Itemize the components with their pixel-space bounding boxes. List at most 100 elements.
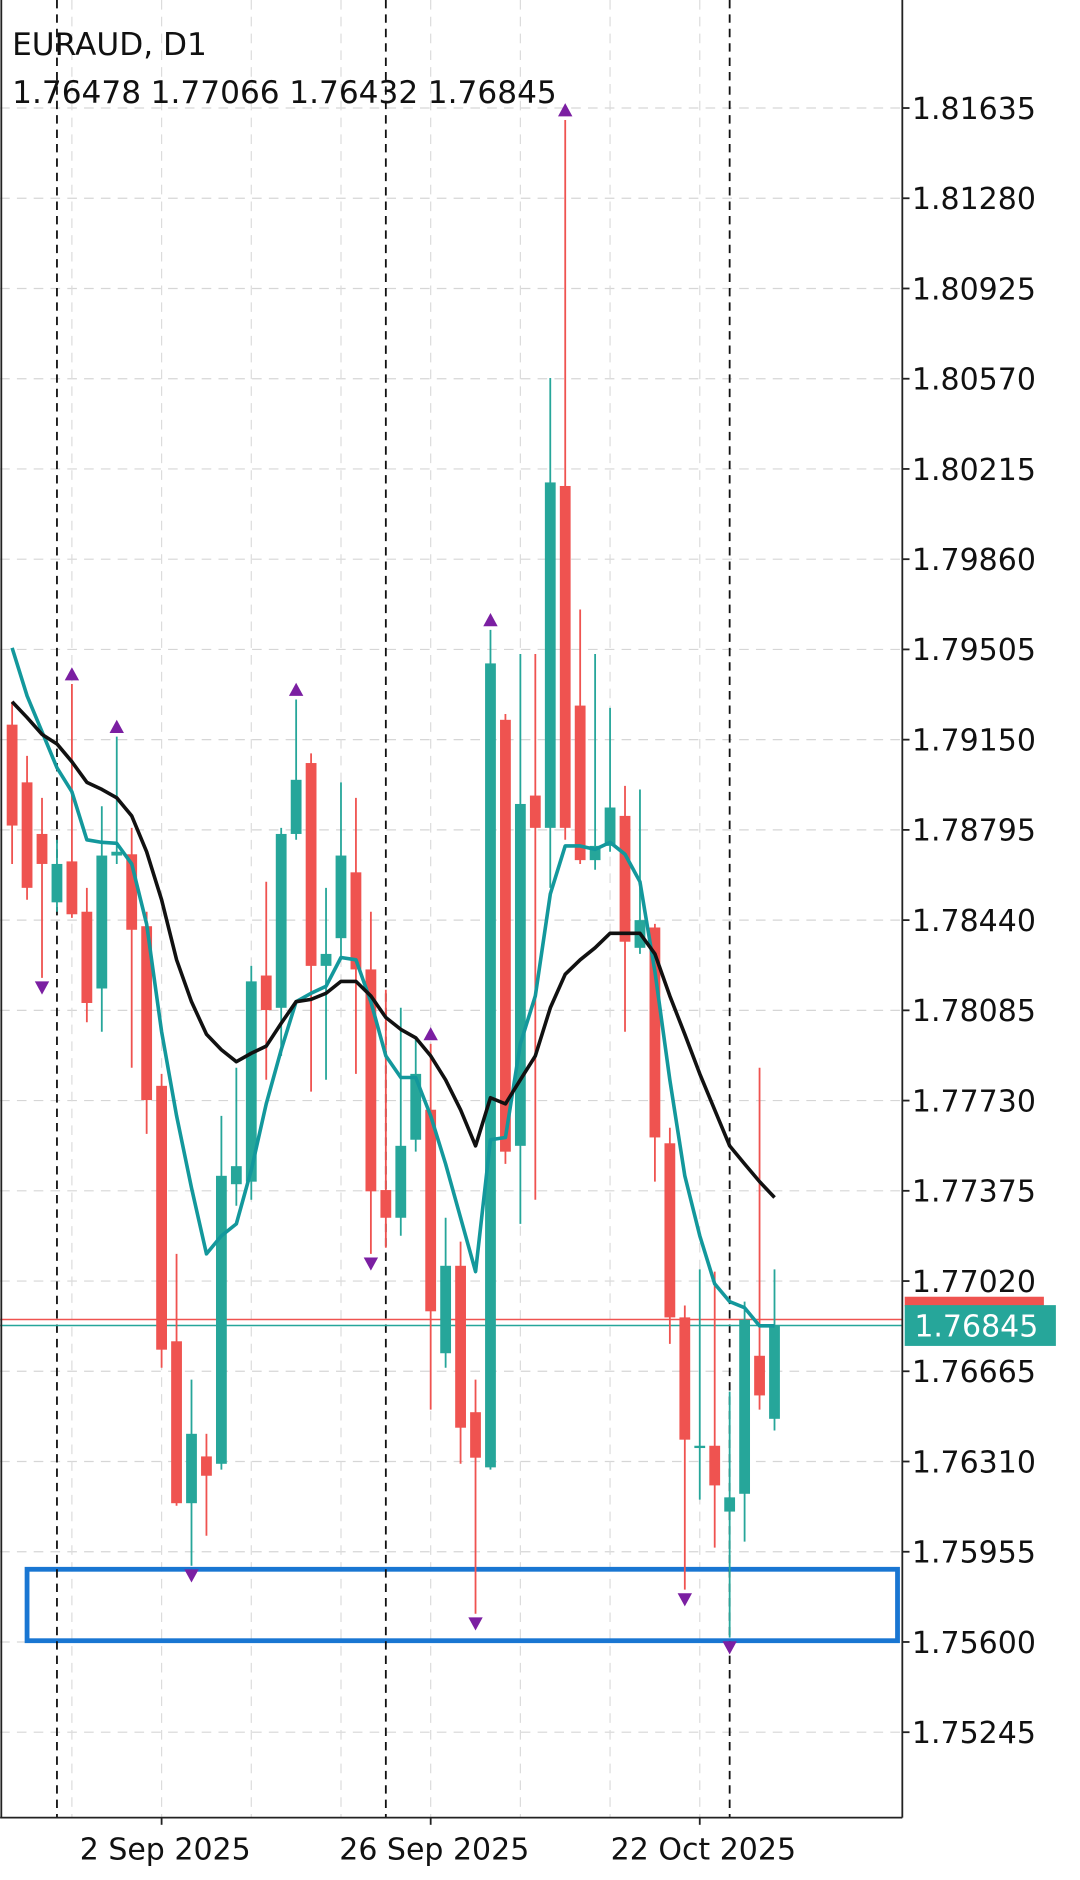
y-tick-label: 1.81635 [912,92,1036,127]
candle-body [171,1341,182,1504]
fractal-up [558,103,573,117]
y-tick-label: 1.79505 [912,633,1036,668]
candle-body [544,482,556,828]
moving-average [10,700,776,1199]
price-lines [0,1318,903,1327]
y-tick-label: 1.76310 [912,1445,1036,1480]
y-tick-label: 1.77020 [912,1265,1036,1300]
y-tick-label: 1.81280 [912,182,1036,217]
candle-body [335,855,347,939]
fractal-down [363,1257,379,1271]
candle-body [21,782,33,888]
candle-body [245,981,257,1182]
candle-body [589,845,601,861]
y-tick-label: 1.79150 [912,723,1036,758]
fractal-down [34,981,50,995]
fractal-up [288,682,304,696]
candle-body [485,663,496,1468]
candle-body [51,863,63,903]
fractal-up [483,613,498,627]
candle-body [425,1109,437,1312]
candle-body [455,1265,466,1428]
y-tick-label: 1.80215 [912,453,1036,488]
x-tick-label: 22 Oct 2025 [611,1833,796,1868]
candle-body [260,975,272,1011]
candle-body [126,854,138,930]
ohlc-high: 1.77066 [151,75,280,111]
fractal-down [722,1641,737,1655]
candle-body [395,1145,407,1218]
candle-body [36,833,48,864]
y-tick-label: 1.77375 [912,1175,1036,1210]
candle-body [619,815,631,942]
candle-body [664,1143,676,1318]
candle-body [754,1355,765,1396]
zone-layer [24,1566,900,1644]
moving-average [10,647,775,1328]
y-tick-label: 1.80570 [912,363,1036,398]
y-tick-label: 1.78085 [912,994,1036,1029]
candle-body [380,1190,392,1218]
candle-body [320,953,332,966]
candle-body [186,1433,197,1504]
candle-body [514,803,526,1146]
y-tick-label: 1.78795 [912,814,1036,849]
candle-body [529,795,541,828]
candle-body [156,1085,167,1350]
y-tick-label: 1.80925 [912,272,1036,307]
candle-body [724,1497,736,1512]
candle-body [574,705,586,861]
candle-body [66,861,78,915]
fractal-up [423,1027,438,1041]
y-tick-label: 1.76665 [912,1355,1036,1390]
candle-body [201,1456,212,1476]
candle-body [679,1317,691,1440]
candle-body [739,1319,751,1494]
candle-body [96,855,108,989]
candle-body [350,872,362,970]
ohlc-readout: 1.76478 1.77066 1.76432 1.76845 [12,75,557,111]
fractals [34,103,737,1655]
x-tick-label: 26 Sep 2025 [339,1833,529,1868]
candle-body [230,1166,242,1185]
x-tick-label: 2 Sep 2025 [80,1833,251,1868]
y-tick-label: 1.75245 [912,1716,1036,1751]
candle-body [769,1325,780,1419]
y-tick-label: 1.75955 [912,1536,1036,1571]
candle-body [649,927,661,1138]
axes: 1.81635 1.81280 1.80925 1.80570 1.80215 1.798… [80,92,1056,1868]
fractal-down [184,1569,199,1583]
candle-body [559,485,571,828]
fractal-down [677,1593,693,1607]
candle-body [410,1073,422,1140]
fractal-down [468,1617,483,1631]
y-tick-label: 1.79860 [912,543,1036,578]
candle-body [6,724,18,826]
price-label: 1.76845 [914,1309,1038,1344]
candle-body [709,1445,721,1486]
candle-body [81,911,93,1003]
ohlc-close: 1.76845 [428,75,557,111]
candle-body [604,807,616,846]
y-tick-label: 1.77730 [912,1084,1036,1119]
candle-body [215,1175,227,1464]
y-tick-label: 1.78440 [912,904,1036,939]
candle-body [290,779,302,834]
candle-body [694,1445,706,1449]
y-tick-label: 1.75600 [912,1626,1036,1661]
candle-body [500,719,511,1152]
fractal-up [109,719,124,734]
support-zone [24,1566,900,1644]
fractal-up [64,667,80,681]
ohlc-low: 1.76432 [289,75,418,111]
candle-body [470,1412,481,1458]
candle-body [111,851,123,856]
candle-body [365,969,377,1192]
price-label-box [904,1305,1056,1346]
candle-body [440,1265,452,1354]
ask-marker [904,1296,1044,1307]
candle-body [141,926,153,1101]
